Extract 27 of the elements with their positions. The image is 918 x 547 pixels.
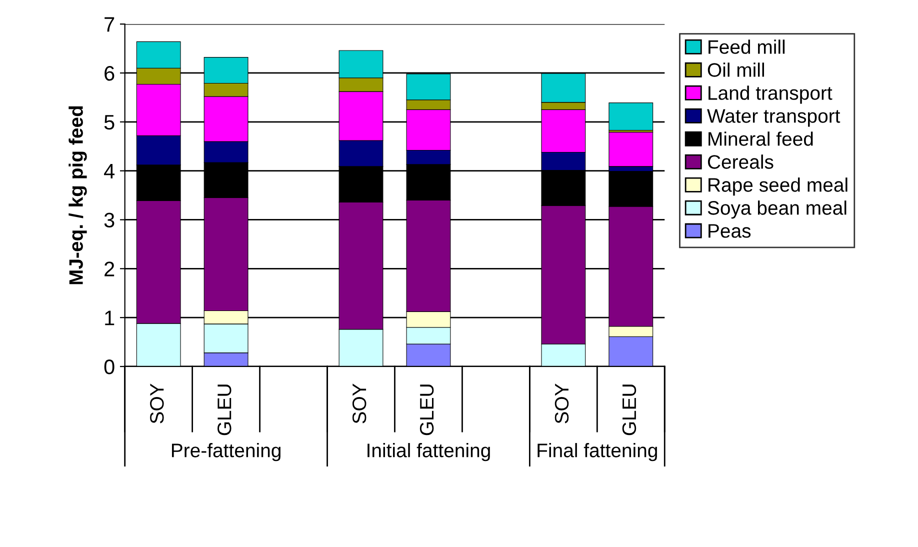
y-tick-label: 2: [104, 262, 114, 276]
y-tick-label: 7: [104, 17, 114, 32]
x-tick-label: SOY: [554, 384, 569, 424]
x-tick-label: SOY: [352, 384, 366, 424]
y-tick-label: 1: [105, 310, 114, 326]
legend-label: Cereals: [708, 154, 774, 169]
legend-label: Rape seed meal: [708, 178, 848, 196]
text: Final fattening: [538, 443, 657, 462]
x-tick-label: GLEU: [218, 384, 232, 436]
legend-label: Mineral feed: [708, 132, 813, 146]
y-tick-label: 0: [104, 359, 114, 374]
text: Pre-fattening: [172, 443, 280, 462]
legend-label: Land transport: [708, 86, 832, 104]
legend-label: Feed mill: [708, 40, 785, 54]
y-tick-label: 6: [104, 66, 114, 81]
legend-label: Water transport: [707, 109, 840, 127]
x-tick-label: GLEU: [622, 384, 636, 436]
y-tick-label: 5: [104, 115, 114, 130]
x-tick-label: GLEU: [420, 384, 434, 436]
y-axis-title: MJ-eq. / kg pig feed: [68, 106, 87, 284]
legend-label: Peas: [708, 224, 751, 238]
y-tick-label: 3: [104, 212, 114, 228]
text: Initial fattening: [368, 443, 490, 462]
legend-label: Oil mill: [708, 62, 764, 77]
x-tick-label: SOY: [150, 384, 164, 424]
legend-label: Soya bean meal: [708, 200, 846, 219]
y-tick-label: 4: [104, 164, 115, 178]
